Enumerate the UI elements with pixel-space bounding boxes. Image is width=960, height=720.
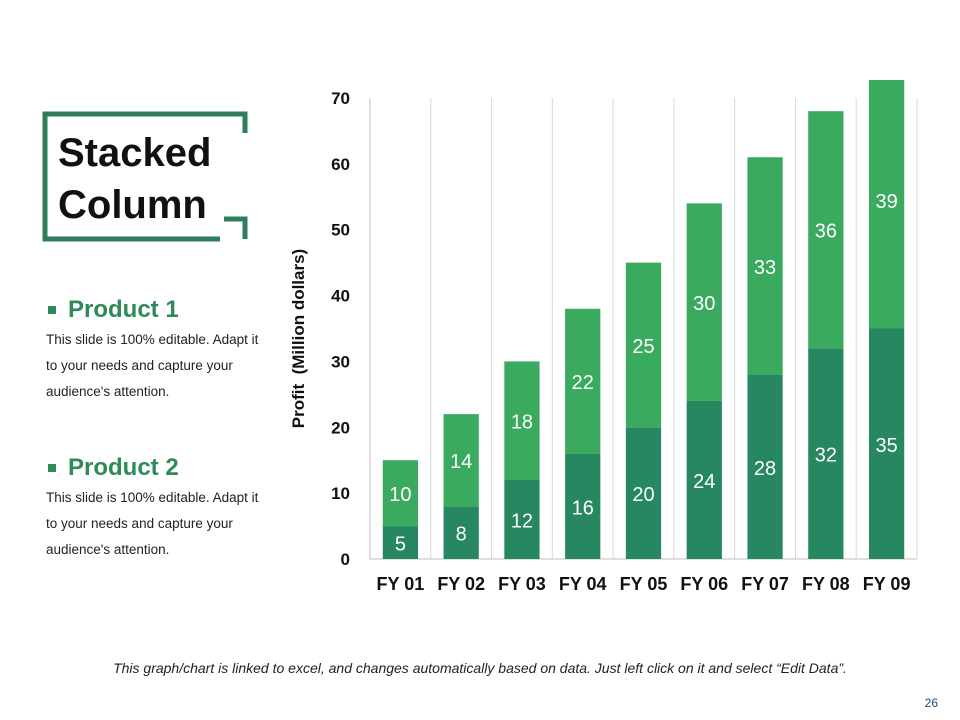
data-label: 22 (572, 372, 594, 394)
slide-title: Stacked Column (58, 131, 212, 227)
bar-segment (565, 308, 601, 454)
bar-segment (808, 111, 844, 349)
data-label: 16 (572, 497, 594, 519)
data-label: 24 (693, 471, 715, 493)
data-label: 12 (511, 510, 533, 532)
product-2-block: Product 2 This slide is 100% editable. A… (46, 453, 276, 563)
title-frame (42, 111, 248, 242)
x-tick-label: FY 09 (863, 574, 911, 594)
data-label: 10 (389, 484, 411, 506)
square-bullet-icon (48, 464, 56, 472)
product-1-block: Product 1 This slide is 100% editable. A… (46, 295, 276, 405)
bar-segment (382, 460, 419, 527)
page-number: 26 (924, 696, 938, 710)
product-2-heading: Product 2 (46, 453, 276, 483)
data-label: 20 (632, 484, 654, 506)
bar-segment (504, 479, 540, 559)
x-tick-label: FY 07 (741, 574, 789, 594)
bar-segment (808, 348, 844, 559)
y-tick-label: 0 (341, 550, 350, 569)
y-tick-label: 10 (331, 484, 350, 503)
slide-title-box: Stacked Column (42, 111, 249, 242)
bar-segment (382, 526, 419, 559)
bar-segment (504, 361, 540, 480)
data-label: 32 (815, 445, 837, 467)
product-1-name: Product 1 (68, 296, 179, 323)
x-tick-label: FY 04 (559, 574, 607, 594)
bar-segment (565, 453, 601, 559)
x-tick-label: FY 08 (802, 574, 850, 594)
y-tick-label: 70 (331, 89, 350, 108)
bar-segment (686, 203, 722, 401)
bar-segment (625, 262, 662, 428)
data-label: 28 (754, 458, 776, 480)
x-tick-label: FY 01 (377, 574, 425, 594)
data-label: 8 (456, 524, 467, 546)
bar-segment (747, 157, 783, 375)
data-label: 18 (511, 412, 533, 434)
product-1-heading: Product 1 (46, 295, 276, 325)
data-label: 25 (632, 336, 654, 358)
data-label: 30 (693, 293, 715, 315)
product-1-description: This slide is 100% editable. Adapt it to… (46, 332, 259, 399)
y-tick-label: 40 (331, 287, 350, 306)
bar-segment (443, 506, 479, 559)
data-label: 33 (754, 257, 776, 279)
data-label: 5 (395, 534, 406, 556)
footer-note: This graph/chart is linked to excel, and… (113, 660, 847, 676)
bar-segment (868, 80, 905, 329)
bar-segment (747, 374, 783, 559)
data-label: 35 (875, 435, 897, 457)
data-label: 14 (450, 451, 472, 473)
y-axis-title: Profit (Million dollars) (289, 249, 308, 428)
stacked-column-chart[interactable]: 0 10 20 30 40 50 60 70 Profit (Million dollars) 5… (280, 80, 940, 610)
square-bullet-icon (48, 306, 56, 314)
x-tick-label: FY 05 (620, 574, 668, 594)
data-label: 39 (875, 191, 897, 213)
y-tick-label: 20 (331, 418, 350, 437)
y-tick-label: 60 (331, 155, 350, 174)
y-tick-label: 30 (331, 352, 350, 371)
bar-segment (868, 328, 905, 559)
bar-segment (625, 427, 662, 559)
x-tick-label: FY 06 (680, 574, 728, 594)
bar-segment (686, 400, 722, 559)
x-tick-label: FY 02 (437, 574, 485, 594)
y-tick-label: 50 (331, 221, 350, 240)
bar-segment (443, 414, 479, 507)
product-2-name: Product 2 (68, 454, 179, 481)
data-label: 36 (815, 221, 837, 243)
product-2-description: This slide is 100% editable. Adapt it to… (46, 490, 259, 557)
x-tick-label: FY 03 (498, 574, 546, 594)
